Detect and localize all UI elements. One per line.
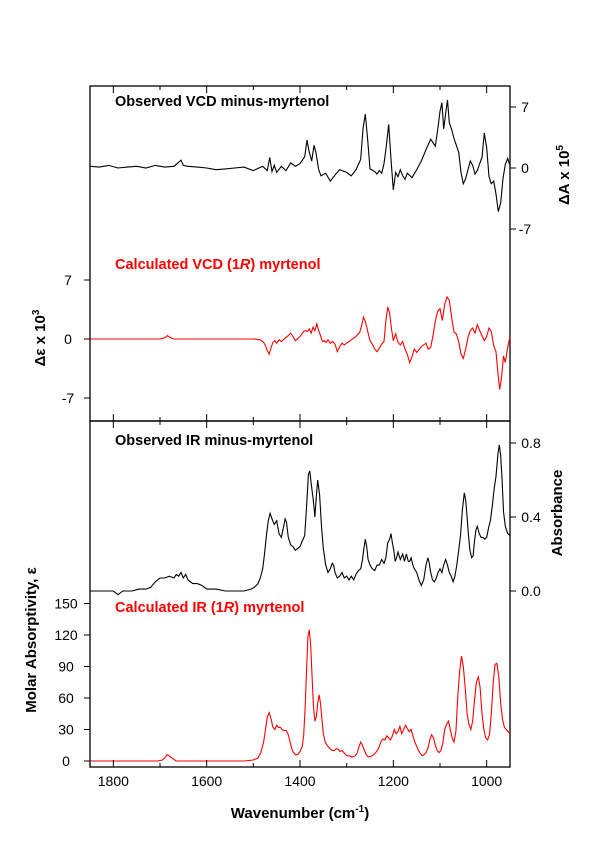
ir-right-tick-label: 0.8: [521, 435, 541, 451]
ir-observed-label: Observed IR minus-myrtenol: [115, 433, 313, 449]
vcd-left-axis-title: Δε x 103: [31, 309, 49, 366]
vcd-right-tick-label: 7: [521, 99, 529, 115]
top-panel-frame: [89, 85, 511, 422]
x-tick-label: 1400: [284, 773, 315, 789]
bottom-panel-frame: [89, 420, 511, 768]
ir-left-axis-title: Molar Absorptivity, ε: [23, 567, 40, 712]
vcd-observed-label: Observed VCD minus-myrtenol: [115, 94, 329, 110]
vcd-left-tick-label: 0: [64, 331, 72, 347]
ir-left-tick-label: 150: [54, 596, 78, 612]
x-tick-label: 1000: [471, 773, 502, 789]
vcd-left-tick-label: 7: [64, 272, 72, 288]
ir-left-tick-label: 0: [62, 753, 70, 769]
vcd-left-tick-label: -7: [62, 390, 75, 406]
series-vcd-observed-line: [89, 99, 511, 212]
ir-calculated-label: Calculated IR (1R) myrtenol: [115, 600, 304, 616]
tick-labels-layer: 1800 1600 1400 1200 1000 7 0 -7 7 0 -7 150 120 90 60 30…: [54, 99, 541, 789]
ir-left-tick-label: 60: [58, 690, 74, 706]
ticks-layer: [84, 86, 516, 767]
x-tick-label: 1800: [98, 773, 129, 789]
series-ir-observed-line: [90, 444, 511, 596]
ir-right-tick-label: 0.0: [521, 583, 541, 599]
x-axis-title: Wavenumber (cm-1): [231, 804, 369, 822]
vcd-calculated-label: Calculated VCD (1R) myrtenol: [115, 257, 320, 273]
vcd-right-tick-label: -7: [519, 221, 532, 237]
ir-left-tick-label: 120: [54, 627, 78, 643]
vcd-right-tick-label: 0: [521, 160, 529, 176]
ir-right-tick-label: 0.4: [521, 509, 541, 525]
x-tick-label: 1600: [191, 773, 222, 789]
ir-left-tick-label: 30: [58, 722, 74, 738]
series-vcd-calculated-line: [90, 295, 511, 390]
ir-left-tick-label: 90: [58, 659, 74, 675]
x-tick-label: 1200: [378, 773, 409, 789]
series-ir-calculated-line: [90, 629, 511, 762]
vcd-right-axis-title: ΔA x 105: [555, 145, 573, 205]
ir-right-axis-title: Absorbance: [549, 470, 566, 557]
